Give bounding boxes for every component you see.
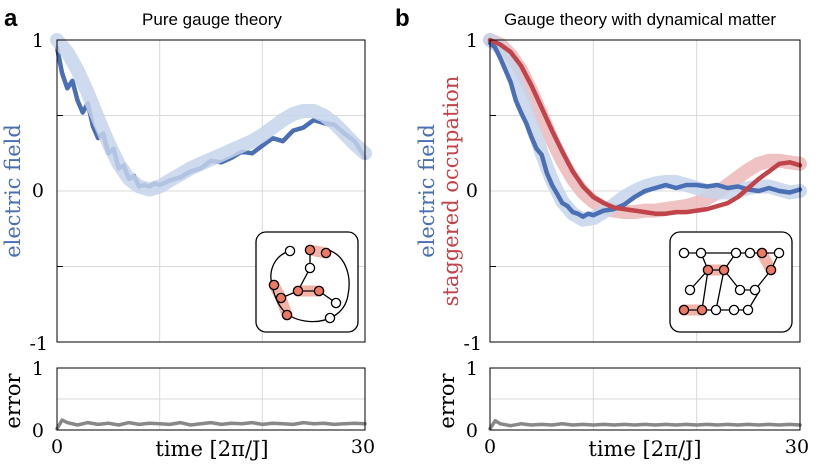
panel-a-series-band-1 [50, 33, 372, 197]
panel-a-error-ytick-0: 0 [32, 420, 44, 442]
panel-a-series [50, 33, 372, 197]
panel-a-error-grid [57, 368, 365, 430]
panel-b-inset-frame [669, 231, 793, 333]
panel-a-ytick-1: 1 [32, 30, 44, 52]
panel-b-ytick-0: 0 [466, 180, 478, 202]
panel-a-title: Pure gauge theory [142, 10, 282, 29]
panel-a-xtick-30: 30 [351, 436, 375, 458]
panel-b-series-line-3 [487, 37, 803, 216]
panel-a-error-line [55, 418, 367, 431]
panel-a-xtick-0: 0 [51, 436, 63, 458]
panel-a-error-series [55, 418, 367, 431]
panel-b-xtick-0: 0 [484, 436, 496, 458]
panel-b-error-ytick-0: 0 [466, 420, 478, 442]
panel-a-error-frame [56, 367, 366, 431]
panel-a-ytick-0: 0 [32, 180, 44, 202]
panel-b-title: Gauge theory with dynamical matter [504, 10, 776, 29]
panel-b-error-line [488, 418, 802, 431]
panel-b: b Gauge theory with dynamical matter 1 0… [395, 5, 809, 461]
panel-b-error-ylabel: error [435, 372, 459, 428]
panel-b-ytick-neg1: -1 [463, 333, 482, 355]
panel-b-frame [489, 39, 801, 343]
panel-a-xlabel: time [2π/J] [155, 437, 268, 461]
panel-b-series-line-2 [487, 40, 803, 219]
panel-b-series [483, 33, 807, 227]
panel-label-b: b [395, 5, 410, 32]
panel-b-ylabel-staggered-occupation: staggered occupation [439, 76, 463, 307]
panel-a-frame [56, 39, 366, 343]
panel-b-xlabel: time [2π/J] [588, 437, 701, 461]
panel-a-error-ylabel: error [1, 372, 25, 428]
panel-b-inset [669, 231, 793, 333]
panel-label-a: a [4, 5, 18, 32]
panel-b-error-frame [489, 367, 801, 431]
panel-b-ylabel-electric-field: electric field [415, 124, 439, 258]
spin-ring-lattice-icon [268, 244, 350, 324]
panel-a-ytick-neg1: -1 [29, 333, 48, 355]
panel-a-ylabel: electric field [1, 124, 25, 258]
panel-b-error-grid [490, 368, 800, 430]
panel-a-inset [255, 231, 359, 333]
panel-b-xtick-30: 30 [785, 436, 809, 458]
panel-a: a Pure gauge theory 1 0 -1 electric fiel… [1, 5, 375, 461]
panel-b-ytick-1: 1 [466, 30, 478, 52]
matter-ladder-lattice-icon [678, 247, 785, 316]
panel-a-error-ytick-1: 1 [32, 358, 44, 380]
panel-b-error-ytick-1: 1 [466, 358, 478, 380]
panel-b-error-series [488, 418, 802, 431]
